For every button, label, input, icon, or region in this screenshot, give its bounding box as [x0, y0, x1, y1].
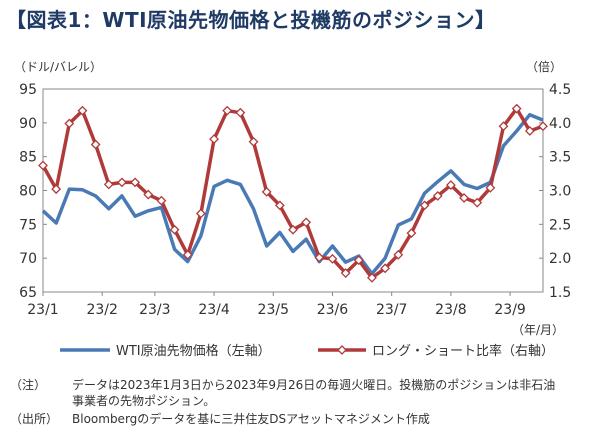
right-tick-label: 3.5 [549, 150, 571, 166]
right-tick-label: 4.5 [549, 82, 571, 98]
ratio-point-marker [524, 126, 535, 136]
x-tick-label: 23/7 [376, 302, 407, 318]
ratio-point-marker [235, 107, 246, 118]
legend-ratio-label: ロング・ショート比率（右軸） [372, 343, 554, 359]
wti-price-line [41, 112, 544, 276]
ratio-point-marker [77, 105, 88, 116]
ratio-point-marker [432, 190, 443, 201]
x-tick-label: 23/6 [317, 302, 349, 318]
left-axis-unit: （ドル/バレル） [14, 60, 103, 74]
ratio-point-marker [143, 189, 154, 200]
ratio-point-marker [301, 217, 312, 228]
left-tick-label: 90 [19, 116, 37, 132]
ratio-point-marker [261, 186, 272, 197]
ratio-point-marker [353, 255, 364, 266]
ratio-point-marker [419, 200, 430, 211]
left-tick-label: 80 [19, 184, 37, 200]
note-line-2: 事業者の先物ポジション。 [72, 394, 216, 408]
ratio-point-marker [498, 121, 509, 132]
right-tick-label: 4.0 [549, 116, 571, 132]
ratio-point-marker [51, 184, 62, 195]
ratio-point-marker [459, 193, 469, 203]
ratio-point-marker [209, 134, 219, 144]
ratio-point-marker [367, 272, 377, 283]
left-tick-label: 95 [19, 82, 37, 98]
right-tick-label: 2.0 [549, 251, 571, 267]
right-axis-unit: （倍） [526, 60, 563, 74]
ratio-point-marker [169, 224, 180, 235]
left-tick-label: 75 [19, 217, 37, 233]
ratio-point-marker [38, 160, 48, 171]
ratio-point-marker [182, 249, 193, 260]
plot-frame [42, 88, 544, 293]
left-tick-label: 65 [19, 285, 37, 301]
ratio-point-marker [248, 136, 259, 147]
x-tick-label: 23/8 [435, 302, 466, 318]
source-label: （出所） [10, 412, 59, 426]
ratio-point-marker [327, 253, 338, 264]
x-axis-unit: （年/月） [512, 323, 565, 337]
x-tick-label: 23/1 [27, 302, 58, 318]
ratio-point-marker [90, 139, 101, 150]
ratio-point-marker [445, 180, 456, 191]
ratio-point-marker [314, 252, 325, 263]
x-tick-label: 23/3 [139, 302, 170, 318]
ratio-point-marker [472, 197, 483, 208]
x-tick-label: 23/4 [198, 302, 230, 318]
ratio-point-marker [195, 208, 206, 219]
x-tick-label: 23/5 [258, 302, 289, 318]
ratio-point-marker [380, 263, 391, 274]
left-tick-label: 85 [19, 150, 37, 166]
right-tick-label: 1.5 [549, 285, 571, 301]
x-tick-label: 23/2 [86, 302, 117, 318]
ratio-point-marker [485, 182, 496, 193]
ratio-point-marker [538, 121, 548, 132]
ratio-point-marker [511, 103, 522, 114]
note-label: （注） [10, 378, 47, 392]
ratio-point-marker [340, 268, 351, 278]
ratio-point-marker [274, 200, 285, 211]
ratio-point-marker [156, 195, 167, 206]
legend-wti-label: WTI原油先物価格（左軸） [116, 343, 271, 359]
legend-ratio-marker [337, 345, 347, 355]
chart-title: 【図表1：WTI原油先物価格と投機筋のポジション】 [6, 8, 496, 32]
ratio-point-marker [222, 105, 233, 116]
ratio-point-marker [117, 177, 127, 188]
ratio-point-marker [288, 224, 298, 235]
ratio-point-marker [393, 249, 404, 260]
left-tick-label: 70 [19, 251, 37, 267]
ratio-point-marker [406, 228, 417, 239]
right-tick-label: 3.0 [549, 184, 571, 200]
ratio-point-marker [64, 118, 75, 129]
ratio-point-marker [130, 177, 141, 188]
right-tick-label: 2.5 [549, 217, 571, 233]
note-line-1: データは2023年1月3日から2023年9月26日の毎週火曜日。投機筋のポジショ… [72, 378, 556, 392]
x-tick-label: 23/9 [494, 302, 525, 318]
ratio-point-marker [103, 179, 114, 190]
source-text: Bloombergのデータを基に三井住友DSアセットマネジメント作成 [72, 412, 430, 426]
